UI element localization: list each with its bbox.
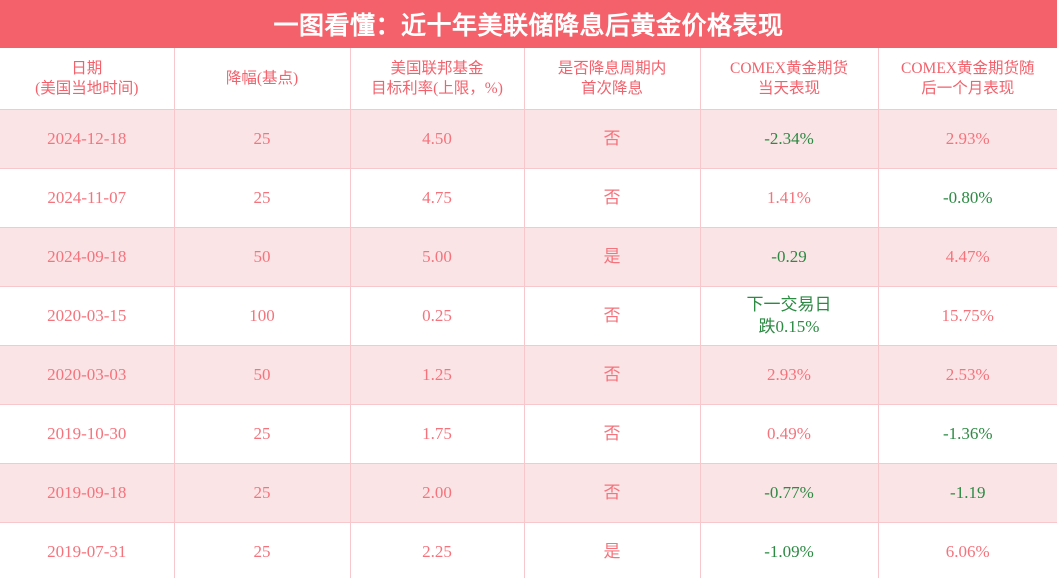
cell-one-month: 2.53% xyxy=(878,345,1057,405)
cell-one-month: 6.06% xyxy=(878,522,1057,578)
column-header-first-cut-in-cycle: 是否降息周期内 首次降息 xyxy=(524,48,701,110)
cell-cut-bps: 25 xyxy=(174,463,351,523)
rate-cut-gold-table: 日期 (美国当地时间) 降幅(基点) 美国联邦基金 目标利率(上限，%) 是否降息周期内首… xyxy=(0,48,1057,578)
cell-line: 跌0.15% xyxy=(758,317,820,336)
cell-date: 2019-07-31 xyxy=(0,522,175,578)
cell-target-rate: 0.25 xyxy=(350,286,525,346)
table-header: 日期 (美国当地时间) 降幅(基点) 美国联邦基金 目标利率(上限，%) 是否降息周期内首… xyxy=(0,48,1057,110)
table-row: 2024-09-18 50 5.00 是 -0.29 4.47% xyxy=(0,227,1057,287)
cell-first-cut: 是 xyxy=(524,522,701,578)
column-header-line: 后一个月表现 xyxy=(921,79,1015,97)
cell-date: 2024-11-07 xyxy=(0,168,175,228)
column-header-comex-one-month: COMEX黄金期货随 后一个月表现 xyxy=(878,48,1057,110)
column-header-line: 是否降息周期内 xyxy=(557,59,667,77)
cell-one-month: -1.36% xyxy=(878,404,1057,464)
cell-cut-bps: 25 xyxy=(174,168,351,228)
cell-date: 2019-10-30 xyxy=(0,404,175,464)
cell-same-day: -0.77% xyxy=(700,463,879,523)
cell-same-day: -1.09% xyxy=(700,522,879,578)
cell-one-month: 15.75% xyxy=(878,286,1057,346)
column-header-line: 美国联邦基金 xyxy=(390,59,484,77)
column-header-line: COMEX黄金期货随 xyxy=(901,59,1035,77)
cell-cut-bps: 50 xyxy=(174,345,351,405)
cell-target-rate: 2.00 xyxy=(350,463,525,523)
column-header-cut-bps: 降幅(基点) xyxy=(174,48,351,110)
header-row: 日期 (美国当地时间) 降幅(基点) 美国联邦基金 目标利率(上限，%) 是否降息周期内首… xyxy=(0,48,1057,110)
cell-cut-bps: 50 xyxy=(174,227,351,287)
cell-cut-bps: 25 xyxy=(174,522,351,578)
cell-one-month: -1.19 xyxy=(878,463,1057,523)
data-table-wrapper: 日期 (美国当地时间) 降幅(基点) 美国联邦基金 目标利率(上限，%) 是否降息周期内首… xyxy=(0,48,1057,578)
cell-date: 2024-12-18 xyxy=(0,109,175,169)
cell-target-rate: 1.75 xyxy=(350,404,525,464)
cell-first-cut: 否 xyxy=(524,345,701,405)
cell-first-cut: 否 xyxy=(524,109,701,169)
cell-same-day: 2.93% xyxy=(700,345,879,405)
column-header-date: 日期 (美国当地时间) xyxy=(0,48,175,110)
table-row: 2020-03-03 50 1.25 否 2.93% 2.53% xyxy=(0,345,1057,405)
page-title: 一图看懂：近十年美联储降息后黄金价格表现 xyxy=(273,13,784,40)
table-row: 2024-11-07 25 4.75 否 1.41% -0.80% xyxy=(0,168,1057,228)
table-row: 2019-09-18 25 2.00 否 -0.77% -1.19 xyxy=(0,463,1057,523)
table-row: 2020-03-15 100 0.25 否下一交易日 跌0.15% 15.75% xyxy=(0,286,1057,346)
cell-target-rate: 2.25 xyxy=(350,522,525,578)
cell-first-cut: 否 xyxy=(524,168,701,228)
cell-one-month: 4.47% xyxy=(878,227,1057,287)
cell-same-day: -2.34% xyxy=(700,109,879,169)
cell-cut-bps: 100 xyxy=(174,286,351,346)
cell-one-month: -0.80% xyxy=(878,168,1057,228)
cell-date: 2024-09-18 xyxy=(0,227,175,287)
cell-date: 2019-09-18 xyxy=(0,463,175,523)
column-header-line: 首次降息 xyxy=(580,79,643,97)
table-row: 2019-07-31 25 2.25 是 -1.09% 6.06% xyxy=(0,522,1057,578)
cell-target-rate: 5.00 xyxy=(350,227,525,287)
cell-target-rate: 4.75 xyxy=(350,168,525,228)
title-bar: 一图看懂：近十年美联储降息后黄金价格表现 xyxy=(0,0,1057,48)
cell-same-day: 1.41% xyxy=(700,168,879,228)
cell-cut-bps: 25 xyxy=(174,109,351,169)
column-header-line: 当天表现 xyxy=(757,79,820,97)
cell-first-cut: 否 xyxy=(524,286,701,346)
table-row: 2024-12-18 25 4.50 否 -2.34% 2.93% xyxy=(0,109,1057,169)
cell-first-cut: 是 xyxy=(524,227,701,287)
cell-one-month: 2.93% xyxy=(878,109,1057,169)
cell-cut-bps: 25 xyxy=(174,404,351,464)
cell-same-day: 0.49% xyxy=(700,404,879,464)
column-header-line: 降幅(基点) xyxy=(225,69,299,87)
cell-same-day: 下一交易日跌0.15% xyxy=(700,286,879,346)
column-header-comex-same-day: COMEX黄金期货 当天表现 xyxy=(700,48,879,110)
column-header-line: 目标利率(上限，%) xyxy=(371,79,503,97)
table-body: 2024-12-18 25 4.50 否 -2.34% 2.93% 2024-11-07 25… xyxy=(0,109,1057,578)
table-row: 2019-10-30 25 1.75 否 0.49% -1.36% xyxy=(0,404,1057,464)
cell-target-rate: 1.25 xyxy=(350,345,525,405)
cell-first-cut: 否 xyxy=(524,404,701,464)
column-header-fed-target-rate: 美国联邦基金目标利率(上限，%) xyxy=(350,48,525,110)
column-header-line: 日期 xyxy=(71,59,103,77)
cell-date: 2020-03-15 xyxy=(0,286,175,346)
cell-same-day: -0.29 xyxy=(700,227,879,287)
column-header-line: (美国当地时间) xyxy=(35,79,139,97)
cell-first-cut: 否 xyxy=(524,463,701,523)
cell-line: 下一交易日 xyxy=(746,294,832,314)
cell-target-rate: 4.50 xyxy=(350,109,525,169)
column-header-line: COMEX黄金期货 xyxy=(730,59,848,77)
cell-date: 2020-03-03 xyxy=(0,345,175,405)
